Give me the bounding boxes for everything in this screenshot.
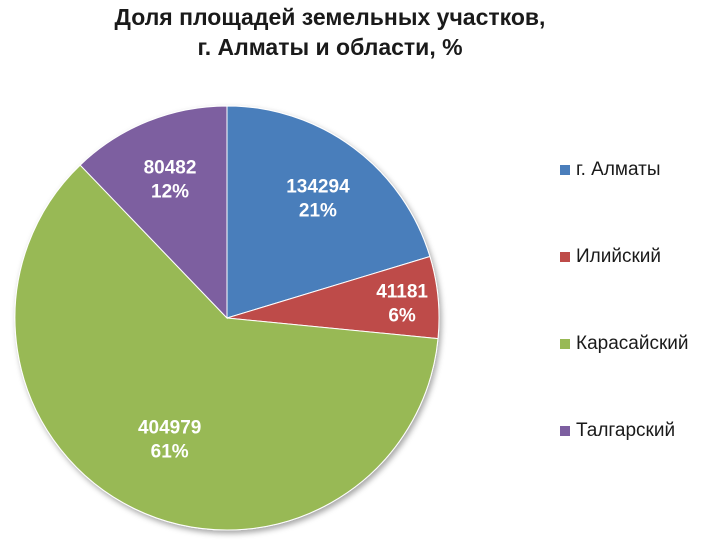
legend-item-iliysky: Илийский: [560, 237, 715, 277]
legend-item-talgarsky: Талгарский: [560, 411, 715, 451]
legend-swatch-iliysky: [560, 252, 570, 262]
legend-item-almaty: г. Алматы: [560, 150, 715, 190]
legend-label-karasaysky: Карасайский: [576, 333, 689, 354]
legend-swatch-talgarsky: [560, 426, 570, 436]
legend-swatch-almaty: [560, 165, 570, 175]
chart-title-line-1: Доля площадей земельных участков,: [114, 4, 546, 30]
pie-slice-talgarsky: [79, 105, 228, 320]
pie-slice-karasaysky: [14, 164, 439, 531]
legend: г. Алматы Илийский Карасайский Талгарски…: [560, 150, 715, 498]
legend-label-almaty: г. Алматы: [576, 159, 661, 180]
legend-label-iliysky: Илийский: [576, 246, 662, 267]
slice-value-label-iliysky: 41181: [376, 282, 428, 303]
slice-percent-label-almaty: 21%: [299, 200, 337, 221]
slice-percent-label-karasaysky: 61%: [151, 441, 189, 462]
chart-title: Доля площадей земельных участков, г. Алм…: [0, 2, 660, 62]
legend-swatch-karasaysky: [560, 339, 570, 349]
slice-value-label-karasaysky: 404979: [138, 417, 201, 438]
pie-slice-almaty: [226, 105, 431, 319]
slice-value-label-almaty: 134294: [286, 176, 350, 197]
legend-item-karasaysky: Карасайский: [560, 324, 715, 364]
slice-percent-label-iliysky: 6%: [388, 306, 416, 327]
slice-value-label-talgarsky: 80482: [144, 157, 197, 178]
legend-label-talgarsky: Талгарский: [576, 420, 676, 441]
slice-percent-label-talgarsky: 12%: [151, 181, 189, 202]
chart-title-line-2: г. Алматы и области, %: [197, 34, 463, 60]
